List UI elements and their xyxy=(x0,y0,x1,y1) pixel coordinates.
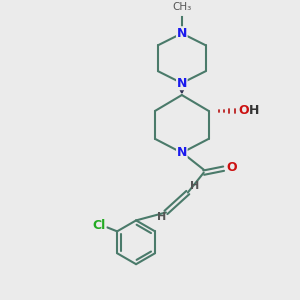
Text: N: N xyxy=(177,146,187,159)
Text: Cl: Cl xyxy=(93,219,106,232)
Text: H: H xyxy=(248,104,259,118)
Text: H: H xyxy=(157,212,167,222)
Text: N: N xyxy=(177,27,187,40)
Text: H: H xyxy=(190,181,200,190)
Text: O: O xyxy=(226,161,237,174)
Text: N: N xyxy=(177,76,187,90)
Polygon shape xyxy=(179,88,184,93)
Text: CH₃: CH₃ xyxy=(172,2,191,13)
Text: O: O xyxy=(238,104,249,118)
